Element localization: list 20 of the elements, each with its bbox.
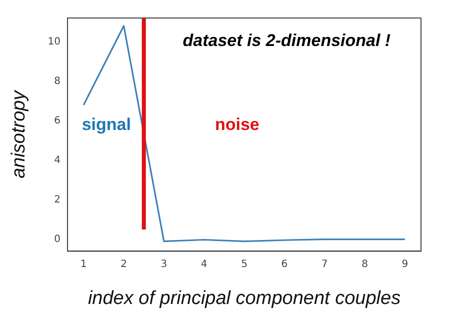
annotation: signal	[82, 114, 131, 134]
y-tick-label: 6	[54, 115, 61, 126]
x-tick-label: 8	[362, 258, 368, 270]
y-tick-label: 2	[54, 194, 61, 206]
y-tick-label: 8	[54, 76, 61, 87]
y-axis-title: anisotropy	[8, 89, 30, 178]
annotation: dataset is 2-dimensional !	[182, 31, 391, 50]
x-tick-label: 1	[80, 258, 87, 270]
x-tick-label: 4	[200, 258, 208, 270]
x-axis-title: index of principal component couples	[88, 288, 402, 309]
y-tick-label: 4	[54, 154, 61, 166]
annotation: noise	[214, 114, 260, 134]
x-tick-label: 7	[321, 258, 328, 270]
x-tick-label: 6	[281, 258, 288, 270]
x-tick-label: 9	[402, 258, 408, 270]
x-tick-label: 5	[241, 258, 248, 270]
x-tick-label: 3	[160, 258, 168, 270]
y-tick-label: 10	[48, 36, 61, 48]
x-tick-label: 2	[120, 258, 127, 270]
y-tick-label: 0	[54, 234, 61, 245]
